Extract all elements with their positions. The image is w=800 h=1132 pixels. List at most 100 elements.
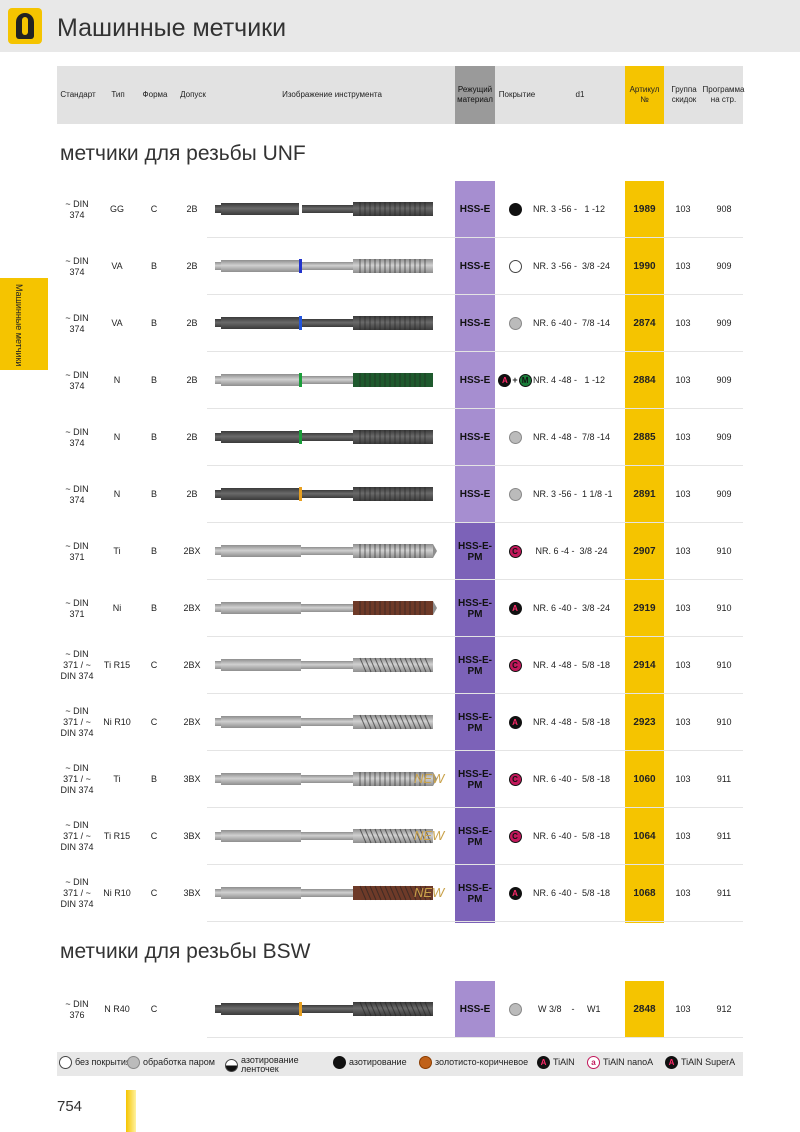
form-cell: C (150, 660, 158, 670)
coating-dot-icon: C (508, 773, 522, 786)
standard-cell: ~ DIN 374 (65, 483, 89, 505)
d1-cell: NR. 6 -40 - 5/8 -18 (533, 831, 611, 841)
type-cell: GG (109, 204, 124, 214)
table-row: ~ DIN 374 VA B 2B HSS-E NR. 3 -56 - 3/8 -24 19… (57, 238, 743, 295)
tap-tool-image (215, 712, 437, 732)
tolerance-cell: 2B (186, 261, 198, 271)
legend-label: обработка паром (143, 1057, 215, 1067)
tolerance-cell: 2B (186, 489, 198, 499)
article-cell: 2919 (633, 603, 656, 614)
tap-tool-image (215, 484, 437, 504)
d1-cell: NR. 4 -48 - 7/8 -14 (533, 432, 611, 442)
row-divider (207, 636, 743, 637)
article-cell: 2914 (633, 660, 656, 671)
page-number: 754 (57, 1098, 83, 1115)
header-image: Изображение инструмента (282, 90, 382, 99)
standard-cell: ~ DIN 374 (65, 198, 89, 220)
section-title-bsw: метчики для резьбы BSW (60, 940, 311, 963)
material-cell: HSS-E (459, 318, 491, 329)
coating-cell: A (497, 865, 533, 922)
tap-tool-image (215, 999, 437, 1019)
material-cell: HSS-E (459, 1004, 491, 1015)
form-cell: B (150, 261, 157, 271)
tolerance-cell: 2BX (183, 603, 201, 613)
discount-group-cell: 103 (675, 546, 691, 556)
discount-group-cell: 103 (675, 261, 691, 271)
d1-cell: NR. 6 -40 - 3/8 -24 (533, 603, 611, 613)
row-divider (207, 351, 743, 352)
tolerance-cell (173, 981, 211, 1038)
tolerance-cell: 3BX (183, 888, 201, 898)
coating-dot-icon: C (508, 830, 522, 843)
form-cell: C (150, 831, 158, 841)
discount-group-cell: 103 (675, 432, 691, 442)
d1-cell: W 3/8 - W1 (533, 1004, 601, 1014)
standard-cell: ~ DIN 371 / ~ DIN 374 (60, 763, 94, 795)
form-cell: B (150, 774, 157, 784)
header-material: Режущий материал (455, 66, 495, 124)
form-cell: C (150, 888, 158, 898)
tap-tool-image (215, 598, 437, 618)
tolerance-cell: 3BX (183, 774, 201, 784)
coating-cell: C (497, 523, 533, 580)
tap-tool-image (215, 427, 437, 447)
discount-group-cell: 103 (675, 717, 691, 727)
coating-cell (497, 295, 533, 352)
header-type: Тип (111, 90, 125, 99)
material-column-hsse (455, 181, 495, 523)
type-cell: Ni R10 (103, 717, 131, 727)
d1-cell: NR. 3 -56 - 3/8 -24 (533, 261, 611, 271)
row-divider (207, 921, 743, 922)
header-tolerance: Допуск (180, 90, 206, 99)
program-page-cell: 909 (716, 432, 732, 442)
d1-cell: NR. 3 -56 - 1 1/8 -1 (533, 489, 613, 499)
material-cell: HSS-E-PM (458, 597, 492, 620)
legend-item: A TiAlN (537, 1056, 575, 1069)
table-row: ~ DIN 374 VA B 2B HSS-E NR. 6 -40 - 7/8 -14 28… (57, 295, 743, 352)
section-title-unf: метчики для резьбы UNF (60, 142, 306, 165)
coating-legend: без покрытия обработка паром азотирование … (57, 1052, 743, 1076)
row-divider (207, 693, 743, 694)
row-divider (207, 807, 743, 808)
discount-group-cell: 103 (675, 774, 691, 784)
tap-tool-image (215, 199, 437, 219)
tolerance-cell: 2BX (183, 660, 201, 670)
coating-cell (497, 238, 533, 295)
new-badge: NEW (414, 771, 445, 786)
table-header: Стандарт Тип Форма Допуск Изображение ин… (57, 66, 744, 124)
program-page-cell: 909 (716, 375, 732, 385)
legend-item: a TiAlN nanoA (587, 1056, 653, 1069)
side-tab[interactable]: Машинные метчики (0, 278, 48, 370)
coating-cell (497, 409, 533, 466)
legend-label: азотирование ленточек (241, 1055, 299, 1074)
row-divider (207, 408, 743, 409)
tap-tool-image (215, 370, 437, 390)
coating-dot-icon (508, 488, 522, 501)
tap-tool-image (215, 826, 437, 846)
tolerance-cell: 2B (186, 318, 198, 328)
program-page-cell: 909 (716, 489, 732, 499)
article-cell: 2891 (633, 489, 656, 500)
tap-tool-image (215, 883, 437, 903)
program-page-cell: 911 (716, 831, 732, 841)
legend-label: TiAlN SuperA (681, 1057, 736, 1067)
legend-label: TiAlN nanoA (603, 1057, 654, 1067)
type-cell: Ni (112, 603, 122, 613)
header-d1: d1 (575, 90, 585, 99)
coating-dot-icon (508, 317, 522, 330)
legend-item: азотирование (333, 1056, 407, 1069)
program-page-cell: 910 (716, 717, 732, 727)
form-cell: C (150, 1004, 158, 1014)
standard-cell: ~ DIN 371 / ~ DIN 374 (60, 706, 94, 738)
material-cell: HSS-E-PM (458, 825, 492, 848)
tolerance-cell: 2B (186, 375, 198, 385)
discount-group-cell: 103 (675, 489, 691, 499)
program-page-cell: 909 (716, 261, 732, 271)
legend-item: азотирование ленточек (225, 1056, 321, 1074)
coating-cell: A (497, 580, 533, 637)
standard-cell: ~ DIN 371 (65, 597, 89, 619)
table-row: ~ DIN 371 / ~ DIN 374 Ti R15 C 2BX HSS-E-PM C… (57, 637, 743, 694)
tolerance-cell: 2B (186, 432, 198, 442)
discount-group-cell: 103 (675, 603, 691, 613)
article-cell: 2884 (633, 375, 656, 386)
